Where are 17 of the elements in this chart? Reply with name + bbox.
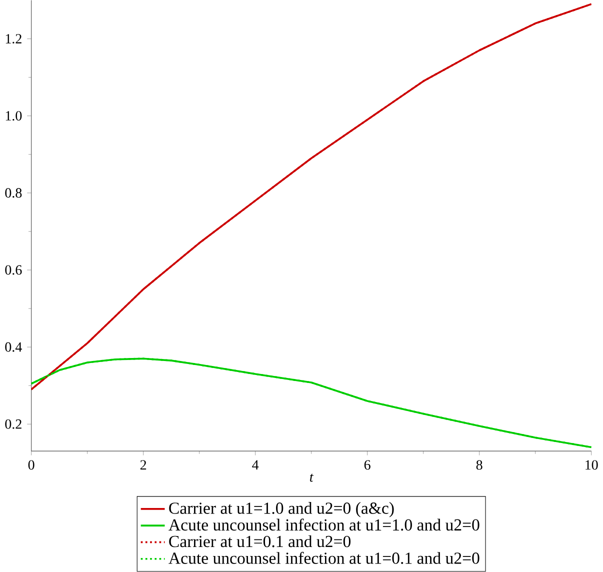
legend-label: Carrier at u1=0.1 and u2=0 bbox=[169, 535, 350, 548]
x-tick-label: 10 bbox=[586, 460, 598, 470]
x-axis-title: t bbox=[310, 474, 314, 482]
x-tick-label: 4 bbox=[252, 460, 259, 470]
legend-label: Acute uncounsel infection at u1=1.0 and u2=0 bbox=[168, 518, 480, 531]
x-tick-label: 6 bbox=[364, 460, 370, 470]
x-tick-label: 8 bbox=[476, 460, 482, 470]
legend-label: Carrier at u1=1.0 and u2=0 (a&c) bbox=[169, 502, 394, 518]
y-tick-label: 1.0 bbox=[6, 111, 22, 121]
y-tick-label: 0.8 bbox=[5, 188, 22, 198]
y-tick-label: 0.2 bbox=[5, 420, 22, 430]
x-tick-label: 2 bbox=[140, 460, 146, 470]
x-tick-label: 0 bbox=[28, 460, 34, 470]
y-tick-label: 0.6 bbox=[5, 265, 22, 275]
y-tick-label: 1.2 bbox=[6, 34, 22, 44]
legend-label: Acute uncounsel infection at u1=0.1 and u2=0 bbox=[168, 552, 480, 564]
y-tick-label: 0.4 bbox=[5, 342, 22, 352]
